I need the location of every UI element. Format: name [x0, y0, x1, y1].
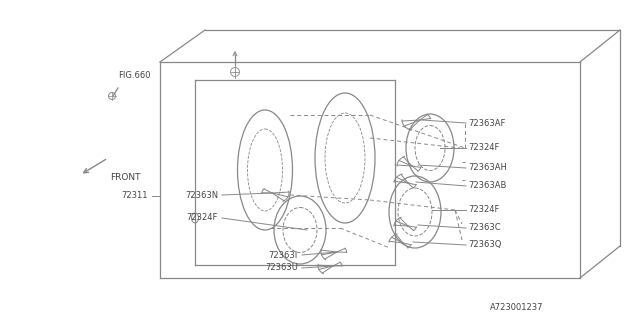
Text: 72363AB: 72363AB [468, 181, 506, 190]
Text: 72324F: 72324F [468, 143, 499, 153]
Text: 72324F: 72324F [187, 213, 218, 222]
Text: 72363AH: 72363AH [468, 164, 507, 172]
Text: 72363C: 72363C [468, 223, 500, 233]
Text: 72363U: 72363U [265, 263, 298, 273]
Text: 72363Q: 72363Q [468, 241, 501, 250]
Text: 72324F: 72324F [468, 205, 499, 214]
Text: FRONT: FRONT [110, 173, 141, 182]
Text: FIG.660: FIG.660 [118, 70, 150, 79]
Text: 72311: 72311 [122, 191, 148, 201]
Text: 72363AF: 72363AF [468, 118, 506, 127]
Text: A723001237: A723001237 [490, 303, 543, 313]
Text: 72363N: 72363N [185, 190, 218, 199]
Text: 72363I: 72363I [269, 251, 298, 260]
